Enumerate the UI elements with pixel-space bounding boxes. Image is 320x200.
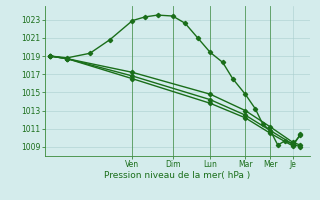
X-axis label: Pression niveau de la mer( hPa ): Pression niveau de la mer( hPa ) xyxy=(104,171,251,180)
